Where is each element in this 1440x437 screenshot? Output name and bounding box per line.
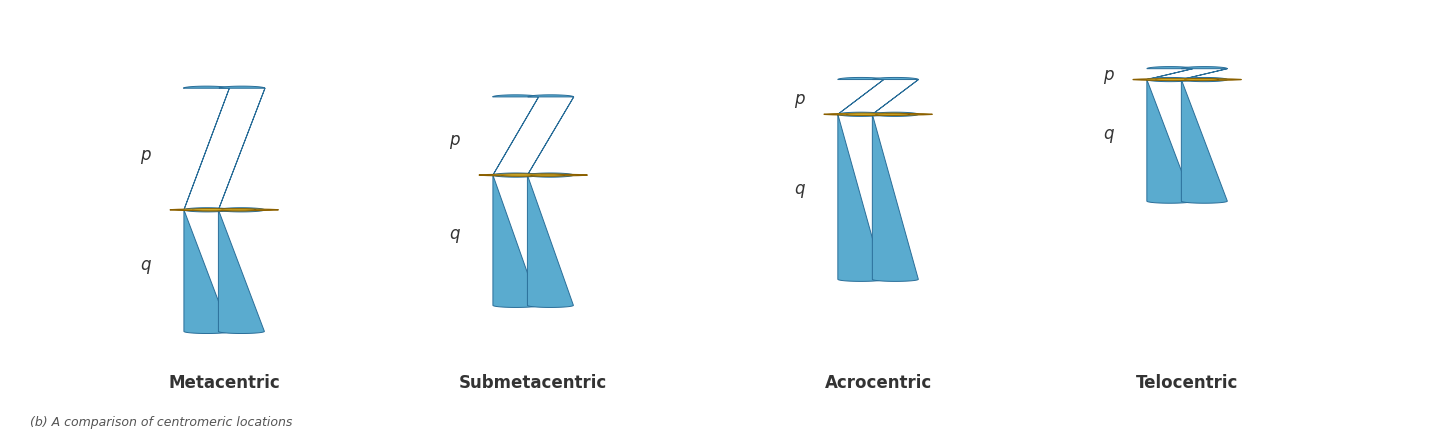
Ellipse shape: [480, 174, 588, 176]
Ellipse shape: [501, 174, 536, 176]
Polygon shape: [1146, 77, 1192, 203]
Polygon shape: [492, 95, 539, 177]
Ellipse shape: [193, 209, 226, 211]
Polygon shape: [527, 173, 573, 308]
Polygon shape: [838, 112, 884, 281]
Polygon shape: [873, 112, 919, 281]
Ellipse shape: [847, 113, 881, 115]
Polygon shape: [219, 86, 265, 212]
Ellipse shape: [170, 209, 278, 211]
Polygon shape: [492, 173, 539, 308]
Ellipse shape: [530, 174, 564, 176]
Polygon shape: [1181, 77, 1227, 203]
Polygon shape: [1146, 66, 1192, 82]
Text: p: p: [1103, 66, 1113, 83]
Polygon shape: [838, 77, 884, 116]
Text: p: p: [449, 131, 459, 149]
Ellipse shape: [1146, 79, 1195, 80]
Ellipse shape: [1133, 79, 1241, 80]
Text: p: p: [140, 146, 150, 164]
Polygon shape: [527, 95, 573, 177]
Text: q: q: [449, 225, 459, 243]
Text: q: q: [1103, 125, 1113, 143]
Text: Acrocentric: Acrocentric: [825, 374, 932, 392]
Text: p: p: [793, 90, 805, 108]
Polygon shape: [873, 77, 919, 116]
Ellipse shape: [1185, 78, 1220, 81]
Polygon shape: [183, 86, 230, 212]
Ellipse shape: [824, 113, 933, 115]
Ellipse shape: [1155, 78, 1189, 81]
Text: q: q: [140, 256, 150, 274]
Polygon shape: [184, 208, 230, 333]
Text: Telocentric: Telocentric: [1136, 374, 1238, 392]
Ellipse shape: [222, 209, 256, 211]
Ellipse shape: [183, 209, 232, 210]
Ellipse shape: [492, 174, 541, 175]
Text: Metacentric: Metacentric: [168, 374, 279, 392]
Ellipse shape: [876, 113, 910, 115]
Text: (b) A comparison of centromeric locations: (b) A comparison of centromeric location…: [30, 416, 292, 429]
Text: q: q: [793, 180, 805, 198]
Text: Submetacentric: Submetacentric: [459, 374, 608, 392]
Polygon shape: [219, 208, 265, 333]
Polygon shape: [1181, 66, 1227, 82]
